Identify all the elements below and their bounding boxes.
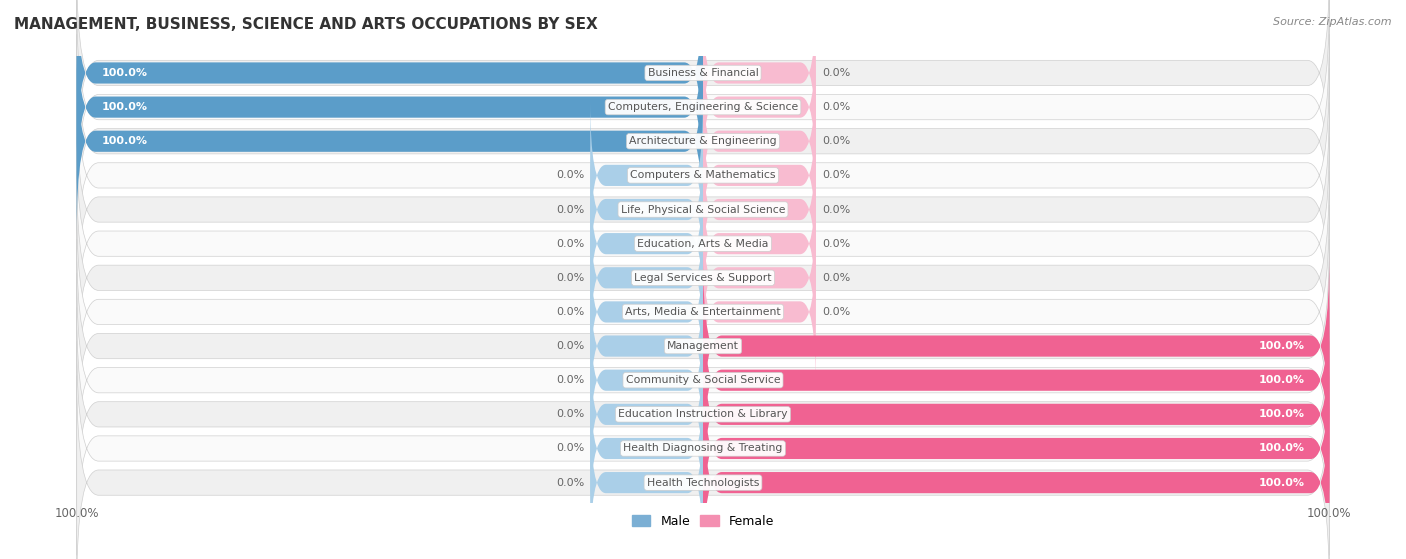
FancyBboxPatch shape — [77, 49, 703, 233]
FancyBboxPatch shape — [77, 171, 1329, 385]
Text: 100.0%: 100.0% — [101, 102, 148, 112]
Text: Health Technologists: Health Technologists — [647, 477, 759, 487]
FancyBboxPatch shape — [703, 357, 1329, 541]
Text: 0.0%: 0.0% — [555, 273, 583, 283]
Text: Computers & Mathematics: Computers & Mathematics — [630, 170, 776, 181]
Text: 100.0%: 100.0% — [55, 506, 98, 519]
FancyBboxPatch shape — [703, 288, 1329, 472]
Text: 100.0%: 100.0% — [1308, 506, 1351, 519]
Text: 0.0%: 0.0% — [823, 307, 851, 317]
Text: 100.0%: 100.0% — [1258, 375, 1305, 385]
FancyBboxPatch shape — [77, 137, 1329, 350]
Text: 100.0%: 100.0% — [101, 136, 148, 146]
FancyBboxPatch shape — [591, 374, 703, 523]
Text: 0.0%: 0.0% — [823, 170, 851, 181]
FancyBboxPatch shape — [77, 376, 1329, 559]
FancyBboxPatch shape — [703, 203, 815, 353]
FancyBboxPatch shape — [591, 305, 703, 455]
Text: 0.0%: 0.0% — [555, 409, 583, 419]
Text: 0.0%: 0.0% — [823, 205, 851, 215]
FancyBboxPatch shape — [703, 391, 1329, 559]
FancyBboxPatch shape — [77, 15, 703, 199]
Text: MANAGEMENT, BUSINESS, SCIENCE AND ARTS OCCUPATIONS BY SEX: MANAGEMENT, BUSINESS, SCIENCE AND ARTS O… — [14, 17, 598, 32]
Text: Education Instruction & Library: Education Instruction & Library — [619, 409, 787, 419]
FancyBboxPatch shape — [591, 271, 703, 421]
FancyBboxPatch shape — [703, 135, 815, 285]
Text: 0.0%: 0.0% — [555, 170, 583, 181]
FancyBboxPatch shape — [703, 0, 815, 148]
Text: 0.0%: 0.0% — [555, 307, 583, 317]
FancyBboxPatch shape — [77, 273, 1329, 487]
FancyBboxPatch shape — [77, 0, 1329, 180]
Text: 0.0%: 0.0% — [823, 273, 851, 283]
Text: Source: ZipAtlas.com: Source: ZipAtlas.com — [1274, 17, 1392, 27]
Text: 0.0%: 0.0% — [823, 68, 851, 78]
Text: Architecture & Engineering: Architecture & Engineering — [630, 136, 776, 146]
FancyBboxPatch shape — [77, 103, 1329, 316]
FancyBboxPatch shape — [703, 32, 815, 182]
FancyBboxPatch shape — [703, 101, 815, 250]
Text: Arts, Media & Entertainment: Arts, Media & Entertainment — [626, 307, 780, 317]
FancyBboxPatch shape — [77, 307, 1329, 521]
FancyBboxPatch shape — [591, 203, 703, 353]
FancyBboxPatch shape — [591, 237, 703, 387]
Text: Community & Social Service: Community & Social Service — [626, 375, 780, 385]
Text: 100.0%: 100.0% — [1258, 443, 1305, 453]
Text: 100.0%: 100.0% — [1258, 341, 1305, 351]
Text: 100.0%: 100.0% — [1258, 409, 1305, 419]
FancyBboxPatch shape — [591, 408, 703, 557]
FancyBboxPatch shape — [591, 339, 703, 489]
Text: Computers, Engineering & Science: Computers, Engineering & Science — [607, 102, 799, 112]
FancyBboxPatch shape — [591, 169, 703, 319]
FancyBboxPatch shape — [591, 135, 703, 285]
Legend: Male, Female: Male, Female — [627, 510, 779, 533]
Text: Education, Arts & Media: Education, Arts & Media — [637, 239, 769, 249]
Text: Management: Management — [666, 341, 740, 351]
FancyBboxPatch shape — [703, 254, 1329, 438]
Text: 0.0%: 0.0% — [555, 443, 583, 453]
Text: 0.0%: 0.0% — [555, 239, 583, 249]
FancyBboxPatch shape — [77, 69, 1329, 282]
Text: 0.0%: 0.0% — [823, 102, 851, 112]
Text: 100.0%: 100.0% — [1258, 477, 1305, 487]
FancyBboxPatch shape — [703, 169, 815, 319]
Text: 0.0%: 0.0% — [555, 477, 583, 487]
Text: Life, Physical & Social Science: Life, Physical & Social Science — [621, 205, 785, 215]
Text: Health Diagnosing & Treating: Health Diagnosing & Treating — [623, 443, 783, 453]
Text: 0.0%: 0.0% — [823, 239, 851, 249]
FancyBboxPatch shape — [77, 239, 1329, 453]
Text: 0.0%: 0.0% — [555, 205, 583, 215]
FancyBboxPatch shape — [591, 101, 703, 250]
Text: 0.0%: 0.0% — [555, 341, 583, 351]
Text: Legal Services & Support: Legal Services & Support — [634, 273, 772, 283]
FancyBboxPatch shape — [77, 342, 1329, 555]
FancyBboxPatch shape — [703, 67, 815, 216]
Text: 0.0%: 0.0% — [555, 375, 583, 385]
FancyBboxPatch shape — [77, 35, 1329, 248]
FancyBboxPatch shape — [77, 0, 703, 165]
Text: Business & Financial: Business & Financial — [648, 68, 758, 78]
FancyBboxPatch shape — [703, 237, 815, 387]
Text: 100.0%: 100.0% — [101, 68, 148, 78]
FancyBboxPatch shape — [703, 323, 1329, 506]
Text: 0.0%: 0.0% — [823, 136, 851, 146]
FancyBboxPatch shape — [77, 205, 1329, 419]
FancyBboxPatch shape — [77, 0, 1329, 214]
